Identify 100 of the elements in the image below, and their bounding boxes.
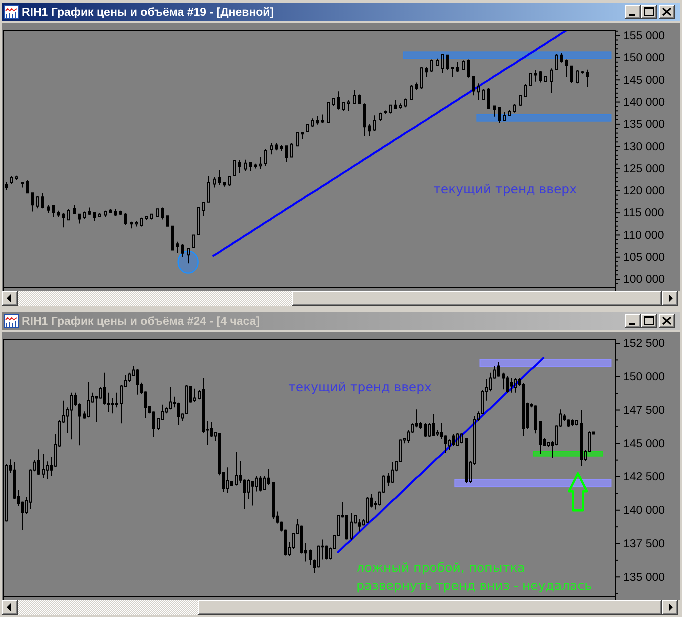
candlestick — [565, 59, 568, 78]
candlestick — [487, 88, 490, 110]
y-tick-label: 110 000 — [624, 230, 664, 242]
y-tick-label: 105 000 — [624, 252, 666, 264]
candlestick — [296, 131, 299, 148]
candlestick — [529, 72, 532, 87]
candlestick — [73, 204, 76, 215]
annotation: текущий тренд вверх — [288, 379, 432, 394]
candlestick — [560, 52, 563, 64]
candlestick — [145, 216, 148, 221]
candlestick — [316, 116, 319, 126]
candlestick — [280, 144, 283, 152]
candlestick — [539, 70, 542, 84]
candlestick — [373, 115, 376, 132]
candlestick — [47, 204, 50, 214]
candlestick — [446, 54, 449, 71]
candlestick — [379, 112, 382, 122]
candlestick — [456, 61, 459, 73]
candlestick — [415, 82, 418, 91]
candlestick — [259, 156, 262, 170]
candlestick — [358, 94, 361, 105]
candlestick — [290, 142, 293, 158]
candlestick — [498, 106, 501, 124]
candlestick — [567, 419, 570, 428]
candlestick — [389, 104, 392, 114]
candlestick — [202, 202, 205, 217]
y-tick-label: 155 000 — [624, 30, 666, 42]
candlestick — [207, 176, 210, 204]
candlestick — [514, 378, 517, 394]
candlestick — [519, 94, 522, 107]
candlestick — [104, 210, 107, 218]
y-tick-label: 150 000 — [624, 372, 666, 384]
y-tick-label: 145 000 — [624, 438, 666, 450]
candlestick — [197, 206, 200, 236]
candlestick — [358, 518, 361, 532]
candlestick — [57, 210, 60, 218]
candlestick — [534, 70, 537, 82]
candlestick — [544, 76, 547, 82]
candlestick — [394, 100, 397, 110]
candlestick — [327, 102, 330, 124]
candlestick — [586, 69, 589, 88]
candlestick — [462, 60, 465, 71]
y-tick-label: 135 000 — [624, 572, 666, 584]
y-tick-label: 100 000 — [624, 274, 666, 286]
candlestick — [275, 142, 278, 152]
candlestick — [10, 176, 13, 185]
annotation: текущий тренд вверх — [434, 181, 578, 196]
candlestick — [150, 213, 153, 220]
annotation: ложный пробой, попытка развернуть тренд вниз - неудалась — [356, 559, 592, 592]
candlestick — [70, 392, 73, 440]
candlestick — [42, 454, 45, 479]
candlestick — [332, 98, 335, 107]
candlestick — [98, 213, 101, 218]
y-tick-label: 142 500 — [624, 472, 666, 484]
candlestick — [37, 449, 40, 476]
candlestick — [87, 382, 90, 418]
candlestick — [109, 208, 112, 214]
y-tick-label: 125 000 — [624, 163, 666, 176]
candlestick — [404, 98, 407, 108]
candlestick — [249, 162, 252, 172]
candlestick — [62, 213, 65, 228]
candlestick — [534, 405, 537, 434]
candlestick — [456, 432, 459, 447]
candlestick — [238, 160, 241, 174]
candlestick — [26, 180, 29, 194]
candlestick — [425, 66, 428, 78]
candlestick — [301, 131, 304, 140]
candlestick — [451, 66, 454, 78]
candlestick — [254, 163, 257, 170]
candlestick — [441, 53, 444, 74]
candlestick — [36, 196, 39, 210]
candlestick — [244, 159, 247, 172]
candlestick — [272, 482, 275, 520]
candlestick — [460, 433, 463, 444]
candlestick — [264, 148, 267, 167]
candlestick — [353, 90, 356, 105]
candlestick — [114, 209, 117, 217]
candlestick — [410, 84, 413, 102]
candlestick — [31, 192, 34, 212]
candlestick — [135, 220, 138, 228]
candlestick — [119, 210, 122, 216]
chart-title: RIH1 График цены и объёма #19 - [Дневной] — [22, 7, 274, 19]
candlestick — [176, 241, 179, 254]
candlestick — [156, 208, 159, 218]
candlestick — [539, 420, 542, 455]
candlestick — [467, 59, 470, 78]
candlestick — [350, 512, 353, 541]
candlestick — [311, 118, 314, 128]
candlestick — [497, 362, 500, 378]
candlestick — [452, 434, 455, 447]
candlestick — [506, 376, 509, 394]
candlestick — [366, 496, 369, 524]
candlestick — [136, 369, 139, 396]
candlestick — [337, 91, 340, 110]
candlestick — [513, 104, 516, 114]
candlestick — [213, 176, 216, 188]
candlestick — [218, 170, 221, 186]
candlestick — [503, 112, 506, 122]
candlestick — [169, 387, 172, 410]
candlestick — [575, 420, 578, 426]
